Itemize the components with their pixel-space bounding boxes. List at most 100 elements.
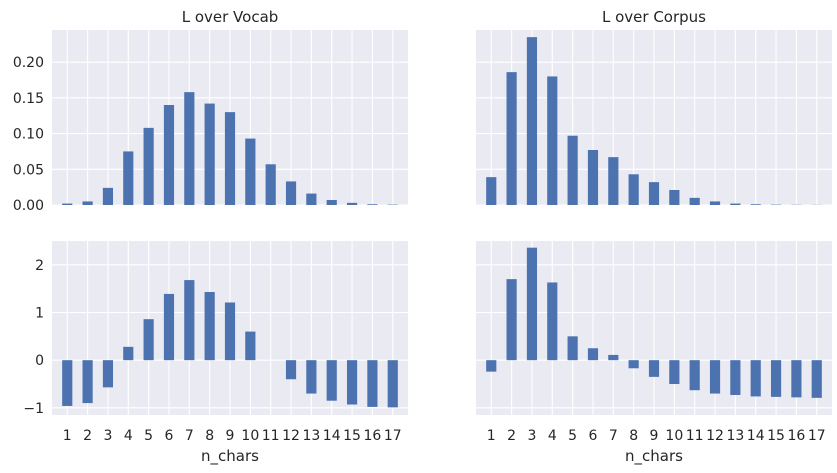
x-tick-label: 15	[767, 428, 785, 444]
bar-10	[669, 190, 680, 205]
x-tick-label: 13	[302, 428, 320, 444]
x-tick-label: 12	[282, 428, 300, 444]
bar-10	[669, 360, 680, 385]
x-tick-label: 10	[241, 428, 259, 444]
x-axis-label: n_chars	[201, 447, 259, 466]
subplot-4: 1 2 3 4 5 6 7 8 9 10 11 12 13 14 15 16 17n_chars	[476, 241, 832, 466]
y-tick-label: 2	[35, 258, 44, 274]
x-tick-label: 1	[63, 428, 72, 444]
bar-1	[486, 177, 497, 205]
bar-1	[62, 360, 73, 406]
x-tick-label: 17	[808, 428, 826, 444]
bar-4	[123, 346, 134, 361]
y-tick-label: 0.20	[13, 55, 44, 71]
x-tick-label: 1	[487, 428, 496, 444]
bar-6	[163, 293, 175, 361]
x-tick-label: 11	[686, 428, 704, 444]
subplot-2: L over Corpus	[476, 8, 832, 206]
x-axis-label: n_chars	[625, 447, 683, 466]
x-tick-label: 5	[568, 428, 577, 444]
bar-3	[102, 187, 114, 205]
x-tick-label: 3	[527, 428, 536, 444]
bar-2	[506, 72, 517, 206]
x-tick-label: 7	[185, 428, 194, 444]
bar-14	[326, 360, 337, 401]
bar-16	[367, 204, 378, 205]
bar-9	[648, 360, 660, 377]
y-tick-label: 1	[35, 306, 44, 322]
bar-13	[306, 360, 317, 394]
bar-14	[326, 200, 337, 205]
bar-11	[689, 197, 700, 205]
bar-4	[123, 151, 134, 205]
x-tick-label: 9	[650, 428, 659, 444]
bar-3	[526, 247, 538, 361]
subplot-1: 0.00 0.05 0.10 0.15 0.20 L over Vocab	[13, 8, 408, 214]
y-tick-label: 0.05	[13, 162, 44, 178]
x-tick-label: 16	[363, 428, 381, 444]
bar-5	[143, 127, 154, 205]
bar-13	[306, 193, 317, 205]
y-tick-label: 0.10	[13, 127, 44, 143]
y-tick-label: −1	[23, 401, 44, 417]
x-tick-label: 16	[787, 428, 805, 444]
x-tick-label: 4	[548, 428, 557, 444]
x-tick-label: 6	[165, 428, 174, 444]
bar-1	[62, 203, 73, 205]
x-tick-label: 14	[747, 428, 765, 444]
y-tick-label: 0	[35, 353, 44, 369]
bar-2	[82, 201, 93, 205]
bar-6	[163, 105, 175, 205]
bar-15	[346, 360, 358, 405]
bar-4	[547, 282, 558, 361]
bar-16	[367, 360, 378, 407]
x-tick-label: 11	[262, 428, 280, 444]
bar-8	[204, 103, 215, 205]
bar-12	[285, 360, 297, 380]
bar-9	[224, 112, 236, 205]
bar-8	[628, 174, 639, 205]
bar-5	[567, 336, 578, 361]
bar-7	[184, 280, 195, 361]
bar-6	[587, 150, 599, 205]
bar-12	[709, 360, 721, 394]
bar-7	[608, 157, 619, 205]
x-tick-label: 8	[205, 428, 214, 444]
bar-9	[648, 182, 660, 205]
bar-7	[608, 354, 619, 361]
x-tick-label: 14	[323, 428, 341, 444]
bar-11	[265, 164, 276, 205]
bar-12	[709, 201, 721, 205]
bar-8	[204, 292, 215, 361]
x-tick-label: 15	[343, 428, 361, 444]
bar-8	[628, 360, 639, 369]
bar-4	[547, 76, 558, 205]
x-tick-label: 6	[589, 428, 598, 444]
x-tick-label: 3	[103, 428, 112, 444]
bar-1	[486, 360, 497, 372]
bar-14	[750, 204, 761, 205]
bar-3	[526, 37, 538, 206]
bar-17	[387, 360, 398, 408]
x-tick-label: 7	[609, 428, 618, 444]
x-tick-label: 8	[629, 428, 638, 444]
bar-3	[102, 360, 114, 388]
bar-7	[184, 92, 195, 205]
bar-6	[587, 348, 599, 361]
x-tick-label: 12	[706, 428, 724, 444]
x-tick-label: 4	[124, 428, 133, 444]
x-tick-label: 10	[665, 428, 683, 444]
bar-17	[811, 360, 822, 398]
bar-5	[143, 319, 154, 361]
y-tick-label: 0.15	[13, 91, 44, 107]
bar-2	[506, 279, 517, 361]
bar-10	[245, 331, 256, 361]
x-tick-label: 2	[83, 428, 92, 444]
bar-15	[346, 202, 358, 205]
bar-11	[689, 360, 700, 391]
bar-15	[770, 360, 782, 397]
x-tick-label: 13	[726, 428, 744, 444]
chart-title: L over Vocab	[182, 8, 279, 26]
